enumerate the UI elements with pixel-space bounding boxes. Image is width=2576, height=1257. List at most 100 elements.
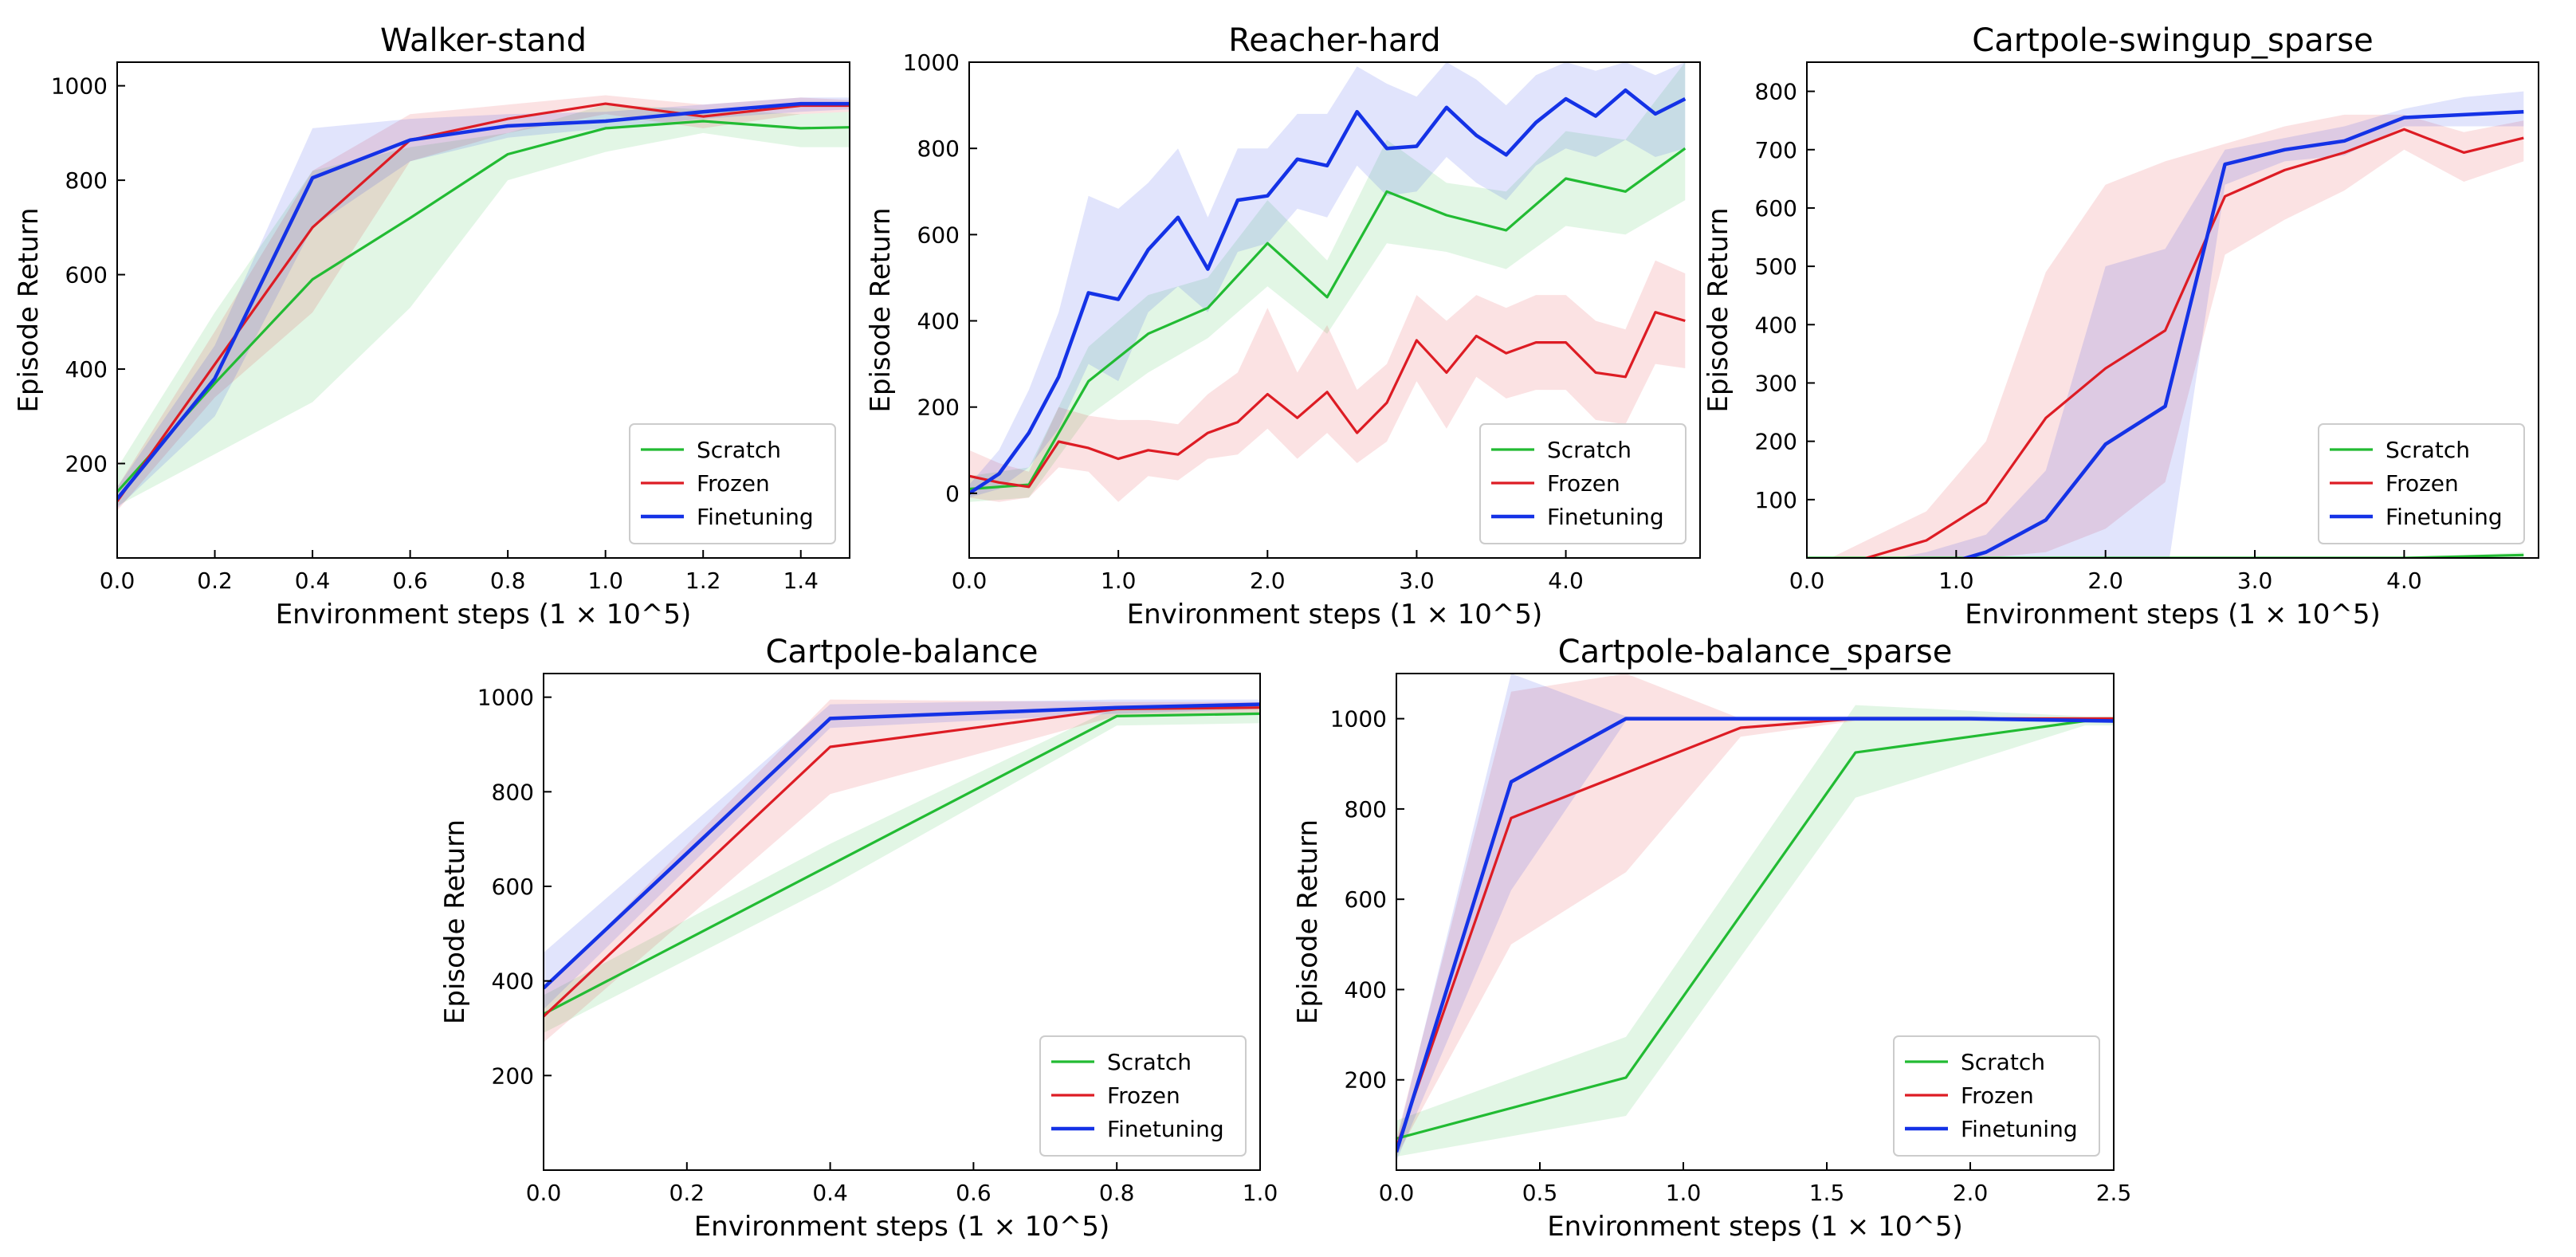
x-tick-label: 1.0 (1666, 1180, 1702, 1206)
y-tick-label: 400 (1345, 976, 1387, 1003)
band-frozen (544, 699, 1260, 1043)
x-axis-label: Environment steps (1 × 10^5) (694, 1211, 1110, 1243)
plot-area (969, 62, 1687, 502)
y-tick-label: 800 (1345, 796, 1387, 823)
legend-label-finetuning: Finetuning (1547, 504, 1664, 530)
y-tick-label: 800 (65, 167, 108, 194)
x-tick-label: 3.0 (1399, 568, 1435, 594)
y-tick-label: 1000 (51, 73, 108, 100)
y-tick-label: 0 (945, 481, 960, 507)
x-tick-label: 0.0 (526, 1180, 562, 1206)
legend: Scratch Frozen Finetuning (1039, 1035, 1247, 1157)
series-line-frozen (1863, 128, 2524, 558)
axes-frame (1396, 673, 2115, 1171)
series-line-frozen (117, 102, 850, 502)
series-line-scratch (117, 120, 850, 493)
legend-label-finetuning: Finetuning (2386, 504, 2503, 530)
x-tick-label: 0.0 (100, 568, 135, 594)
band-scratch (1396, 705, 2114, 1157)
y-tick-label: 800 (1755, 79, 1797, 105)
band-frozen (1396, 674, 2114, 1157)
series-line-finetuning (544, 702, 1260, 990)
y-tick-label: 600 (65, 262, 108, 289)
y-axis-label: Episode Return (1702, 207, 1734, 412)
panel-reacher-hard: 0.0 1.0 2.0 3.0 4.0 0 200 400 600 800 1000 Reacher-… (865, 22, 1701, 630)
y-tick-label: 700 (1755, 137, 1797, 163)
panel-cartpole-balance: 0.0 0.2 0.4 0.6 0.8 1.0 200 400 600 800 1000 Cartpo… (439, 634, 1278, 1243)
series-line-finetuning (117, 101, 850, 501)
series-line-scratch (969, 147, 1687, 491)
x-tick-label: 2.0 (1953, 1180, 1989, 1206)
x-tick-label: 2.0 (2087, 568, 2123, 594)
band-frozen (1830, 114, 2524, 558)
series-line-scratch (544, 712, 1260, 1015)
y-tick-label: 800 (917, 136, 960, 162)
x-tick-label: 0.0 (1379, 1180, 1415, 1206)
y-tick-label: 600 (1345, 886, 1387, 913)
x-tick-label: 0.6 (956, 1180, 992, 1206)
legend-box (629, 423, 836, 544)
y-axis-label: Episode Return (439, 819, 471, 1024)
y-tick-label: 500 (1755, 253, 1797, 280)
x-tick-label: 1.4 (783, 568, 819, 594)
panel-title: Walker-stand (380, 22, 587, 59)
x-tick-label: 2.0 (1250, 568, 1286, 594)
y-tick-label: 200 (65, 451, 108, 477)
axes-frame (543, 673, 1261, 1171)
series-line-frozen (969, 311, 1686, 489)
band-finetuning (969, 62, 1686, 498)
y-tick-label: 200 (1755, 429, 1797, 455)
legend: Scratch Frozen Finetuning (2318, 423, 2525, 544)
x-tick-label: 0.4 (295, 568, 331, 594)
axes-frame (968, 61, 1701, 559)
legend-label-scratch: Scratch (1547, 437, 1632, 463)
x-tick-label: 0.5 (1522, 1180, 1558, 1206)
legend-label-scratch: Scratch (2386, 437, 2470, 463)
legend: Scratch Frozen Finetuning (1893, 1035, 2100, 1157)
plot-area (117, 95, 850, 511)
plot-area (1396, 674, 2114, 1161)
y-tick-label: 300 (1755, 370, 1797, 396)
x-tick-label: 3.0 (2237, 568, 2273, 594)
panel-cartpole-swingup-sparse: 0.0 1.0 2.0 3.0 4.0 100 200 300 400 500 600 700 800 C… (1702, 22, 2539, 630)
panel-cartpole-balance-sparse: 0.0 0.5 1.0 1.5 2.0 2.5 200 400 600 800 1000 Cartpo… (1292, 634, 2131, 1243)
x-tick-label: 1.0 (1243, 1180, 1278, 1206)
legend-label-frozen: Frozen (697, 470, 770, 497)
y-tick-label: 1000 (903, 49, 960, 76)
x-tick-label: 1.0 (1101, 568, 1137, 594)
legend-box (1039, 1035, 1247, 1157)
legend-label-scratch: Scratch (1961, 1049, 2045, 1075)
legend-box (1893, 1035, 2100, 1157)
axes-frame (1806, 61, 2539, 559)
legend: Scratch Frozen Finetuning (1479, 423, 1687, 544)
x-tick-label: 1.2 (685, 568, 721, 594)
y-tick-label: 400 (917, 308, 960, 335)
legend-label-finetuning: Finetuning (697, 504, 814, 530)
y-tick-label: 800 (492, 779, 534, 805)
x-tick-label: 1.0 (1938, 568, 1974, 594)
legend-label-frozen: Frozen (1961, 1082, 2034, 1109)
legend-label-frozen: Frozen (1547, 470, 1620, 497)
series-line-finetuning (1396, 717, 2114, 1153)
y-axis-label: Episode Return (13, 207, 45, 412)
series-line-frozen (544, 706, 1260, 1018)
y-axis-label: Episode Return (1292, 819, 1324, 1024)
legend-label-frozen: Frozen (2386, 470, 2459, 497)
legend-label-frozen: Frozen (1107, 1082, 1180, 1109)
legend-label-scratch: Scratch (1107, 1049, 1192, 1075)
legend-box (1479, 423, 1687, 544)
legend: Scratch Frozen Finetuning (629, 423, 836, 544)
legend-label-finetuning: Finetuning (1961, 1116, 2078, 1142)
y-tick-label: 400 (65, 356, 108, 383)
x-tick-label: 0.0 (1789, 568, 1825, 594)
band-finetuning (1896, 91, 2524, 558)
band-scratch (969, 62, 1686, 502)
legend-box (2318, 423, 2525, 544)
y-tick-label: 1000 (477, 685, 534, 711)
x-tick-label: 0.2 (197, 568, 233, 594)
x-tick-label: 0.4 (812, 1180, 848, 1206)
x-tick-label: 1.0 (587, 568, 623, 594)
legend-label-finetuning: Finetuning (1107, 1116, 1224, 1142)
y-tick-label: 200 (1345, 1067, 1387, 1094)
